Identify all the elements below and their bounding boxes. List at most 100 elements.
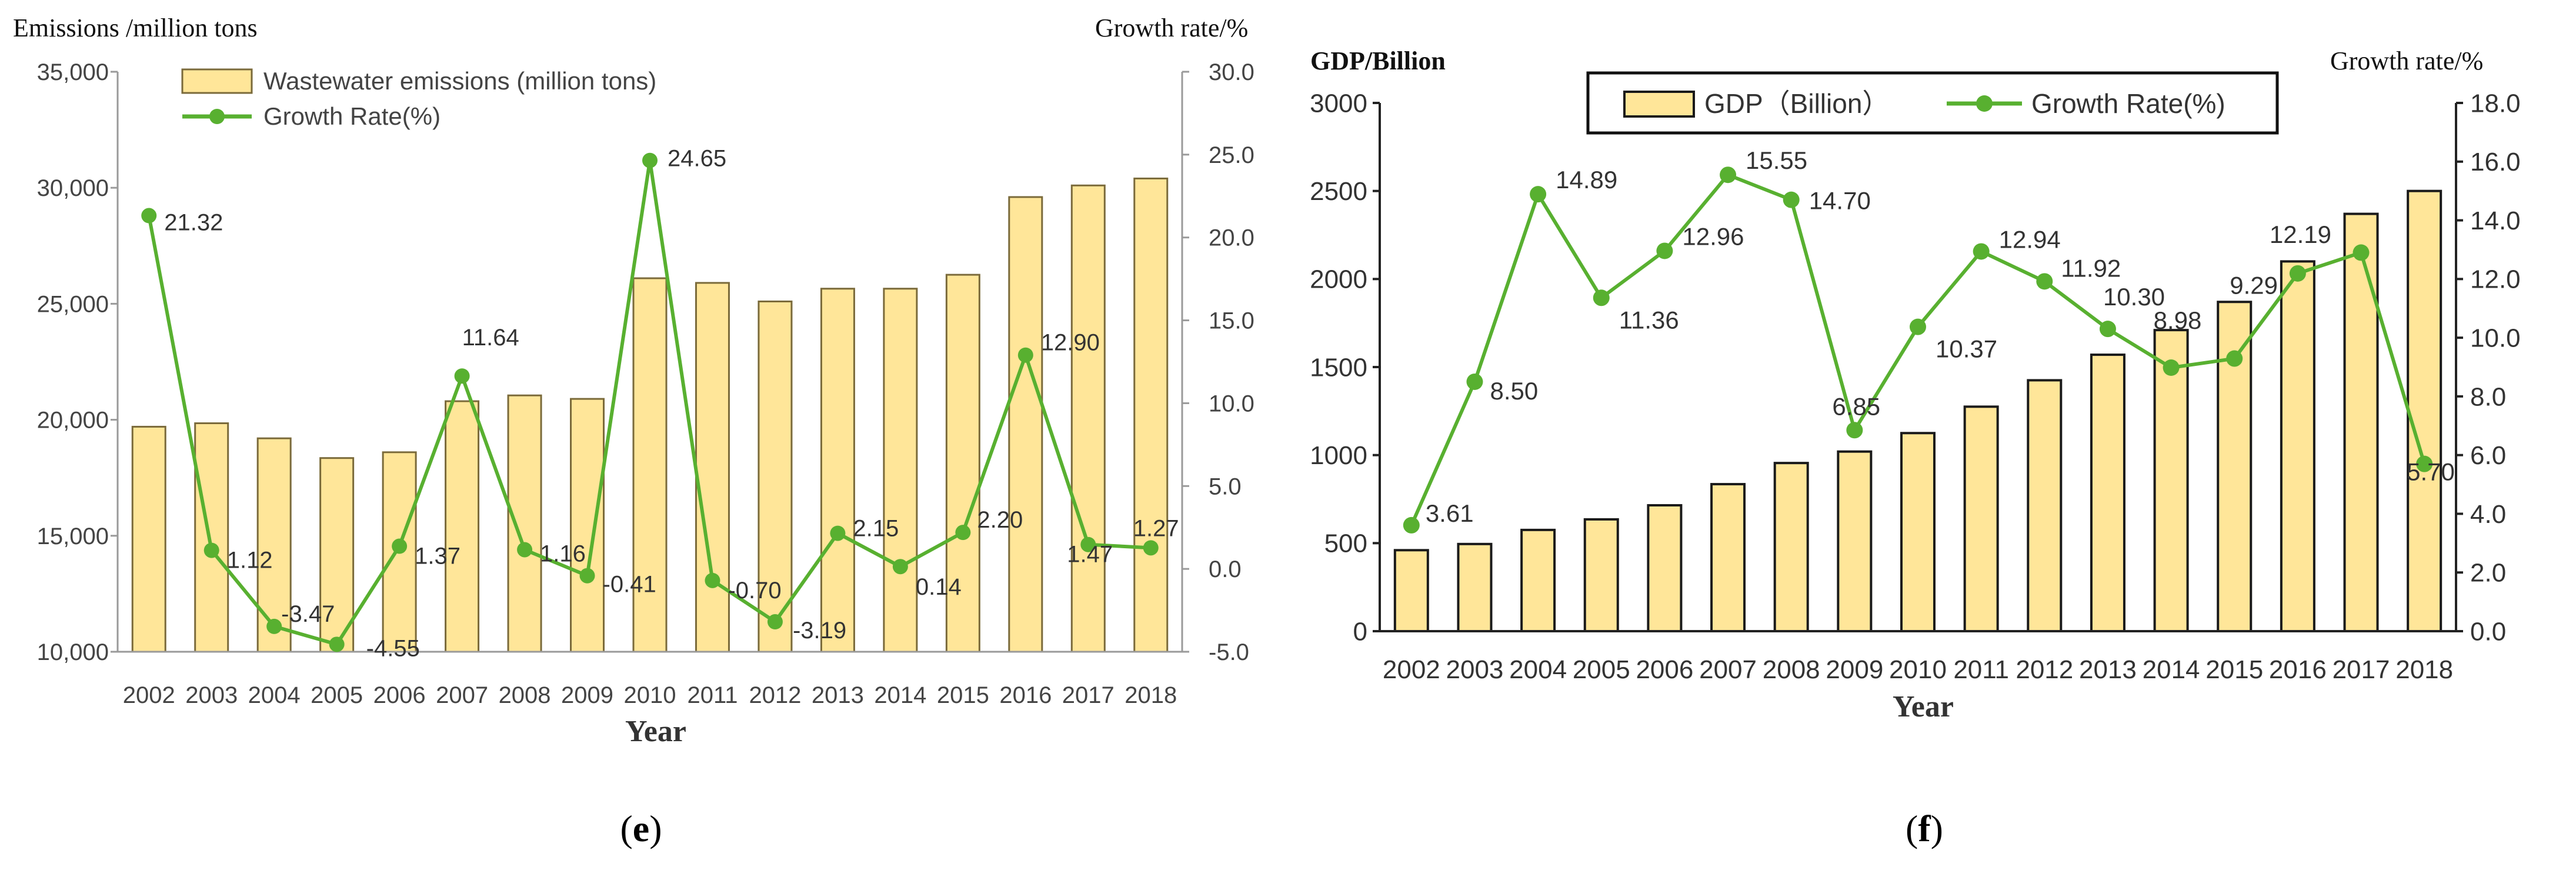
e-xtick-label: 2005 bbox=[311, 682, 363, 708]
f-panel-label: (f) bbox=[1906, 808, 1943, 849]
e-legend-marker bbox=[209, 109, 225, 124]
f-legend-line-label: Growth Rate(%) bbox=[2031, 88, 2225, 119]
e-xtick-label: 2014 bbox=[874, 682, 926, 708]
f-growth-marker-2006 bbox=[1656, 242, 1673, 259]
f-bar-2004 bbox=[1520, 528, 1556, 633]
f-legend-bar-label: GDP（Billion） bbox=[1704, 88, 1889, 119]
e-ytick-right-label: 30.0 bbox=[1209, 59, 1254, 85]
e-xtick-label: 2006 bbox=[373, 682, 426, 708]
e-xtick-label: 2003 bbox=[185, 682, 238, 708]
e-growth-marker-2004 bbox=[266, 618, 282, 634]
f-growth-marker-2010 bbox=[1910, 318, 1926, 335]
e-data-label-2012: -3.19 bbox=[793, 618, 846, 644]
f-data-label-2016: 12.19 bbox=[2270, 221, 2331, 248]
e-bar-2017 bbox=[1070, 184, 1106, 653]
e-xtick-label: 2002 bbox=[123, 682, 175, 708]
f-ytick-label: 500 bbox=[1324, 529, 1367, 558]
f-bar-2005 bbox=[1583, 518, 1619, 632]
f-data-label-2010: 10.37 bbox=[1936, 335, 1997, 363]
f-legend-marker bbox=[1976, 95, 1993, 112]
f-xtick-label: 2007 bbox=[1699, 655, 1757, 684]
e-xtick-label: 2016 bbox=[999, 682, 1052, 708]
f-ytick-right-label: 12.0 bbox=[2470, 265, 2521, 294]
f-growth-marker-2008 bbox=[1783, 191, 1800, 208]
e-right-axis-title: Growth rate/% bbox=[1095, 14, 1248, 42]
f-y-axis-title: GDP/Billion bbox=[1310, 46, 1446, 75]
f-growth-marker-2013 bbox=[2099, 321, 2116, 338]
f-xtick-label: 2015 bbox=[2205, 655, 2263, 684]
e-xtick-label: 2009 bbox=[561, 682, 613, 708]
f-panel-letter: f bbox=[1918, 808, 1931, 849]
f-data-label-2004: 14.89 bbox=[1556, 166, 1617, 194]
e-legend-bar-swatch bbox=[181, 68, 253, 94]
e-data-label-2017: 1.47 bbox=[1067, 542, 1113, 568]
f-growth-marker-2016 bbox=[2289, 265, 2306, 282]
f-legend-bar-swatch bbox=[1623, 91, 1695, 118]
f-ytick-label: 1000 bbox=[1310, 441, 1367, 470]
e-ytick-right-label: 0.0 bbox=[1209, 556, 1242, 582]
f-ytick-label: 0 bbox=[1353, 617, 1367, 646]
f-bar-2008 bbox=[1773, 462, 1809, 632]
f-ytick-right-label: 4.0 bbox=[2470, 500, 2506, 529]
e-xtick-label: 2010 bbox=[624, 682, 676, 708]
e-bar-2007 bbox=[445, 400, 480, 653]
e-bar-2010 bbox=[632, 277, 668, 653]
e-growth-marker-2012 bbox=[767, 614, 783, 630]
f-bar-2016 bbox=[2280, 260, 2315, 632]
e-bar-2013 bbox=[820, 288, 855, 653]
f-growth-marker-2003 bbox=[1466, 373, 1483, 390]
f-data-label-2015: 9.29 bbox=[2230, 272, 2278, 299]
f-ytick-label: 1500 bbox=[1310, 353, 1367, 382]
f-xtick-label: 2003 bbox=[1446, 655, 1504, 684]
f-ytick-right-label: 8.0 bbox=[2470, 382, 2506, 411]
f-data-label-2012: 11.92 bbox=[2061, 254, 2121, 282]
f-ytick-right-label: 0.0 bbox=[2470, 617, 2506, 646]
e-growth-marker-2003 bbox=[203, 542, 219, 558]
f-growth-marker-2018 bbox=[2416, 455, 2433, 472]
f-xtick-label: 2009 bbox=[1826, 655, 1883, 684]
e-data-label-2014: 0.14 bbox=[916, 574, 962, 600]
e-ytick-right-label: 10.0 bbox=[1209, 391, 1254, 416]
f-ytick-right-label: 16.0 bbox=[2470, 148, 2521, 176]
e-data-label-2009: -0.41 bbox=[603, 572, 656, 598]
e-bar-2015 bbox=[945, 274, 980, 653]
f-data-label-2014: 8.98 bbox=[2154, 306, 2202, 334]
e-growth-marker-2015 bbox=[955, 525, 971, 541]
e-ytick-label: 25,000 bbox=[37, 291, 109, 317]
e-growth-marker-2013 bbox=[830, 525, 846, 541]
f-legend: GDP（Billion） Growth Rate(%) bbox=[1586, 71, 2279, 135]
f-xtick-label: 2011 bbox=[1953, 655, 2009, 684]
f-bar-2009 bbox=[1837, 450, 1873, 632]
e-panel-label: (e) bbox=[620, 808, 662, 849]
e-legend-line-label: Growth Rate(%) bbox=[263, 102, 441, 130]
e-data-label-2018: 1.27 bbox=[1133, 515, 1179, 541]
e-bar-2016 bbox=[1008, 196, 1043, 653]
e-data-label-2015: 2.20 bbox=[977, 507, 1023, 533]
f-bar-2017 bbox=[2343, 212, 2379, 632]
e-data-label-2010: 24.65 bbox=[668, 146, 726, 172]
f-bar-2011 bbox=[1963, 405, 1999, 632]
f-data-label-2002: 3.61 bbox=[1426, 499, 1474, 527]
f-legend-box bbox=[1586, 71, 2279, 135]
e-growth-marker-2010 bbox=[642, 152, 658, 168]
f-data-label-2011: 12.94 bbox=[1999, 225, 2061, 253]
e-legend-bar-label: Wastewater emissions (million tons) bbox=[263, 67, 656, 95]
f-data-label-2013: 10.30 bbox=[2103, 283, 2165, 311]
e-growth-marker-2002 bbox=[141, 208, 157, 224]
e-data-label-2005: -4.55 bbox=[366, 635, 420, 661]
f-growth-marker-2014 bbox=[2163, 359, 2180, 376]
e-growth-marker-2017 bbox=[1080, 536, 1096, 552]
f-xtick-label: 2002 bbox=[1383, 655, 1440, 684]
f-xtick-label: 2004 bbox=[1509, 655, 1567, 684]
f-bar-2006 bbox=[1647, 504, 1683, 633]
f-bar-2013 bbox=[2090, 354, 2125, 633]
f-xtick-label: 2014 bbox=[2143, 655, 2200, 684]
f-xtick-label: 2005 bbox=[1573, 655, 1630, 684]
e-bar-2014 bbox=[883, 288, 918, 653]
e-ytick-label: 35,000 bbox=[37, 59, 109, 85]
e-growth-marker-2008 bbox=[517, 542, 533, 558]
f-xtick-label: 2008 bbox=[1763, 655, 1820, 684]
e-data-label-2011: -0.70 bbox=[728, 578, 781, 604]
e-growth-marker-2016 bbox=[1017, 347, 1033, 363]
